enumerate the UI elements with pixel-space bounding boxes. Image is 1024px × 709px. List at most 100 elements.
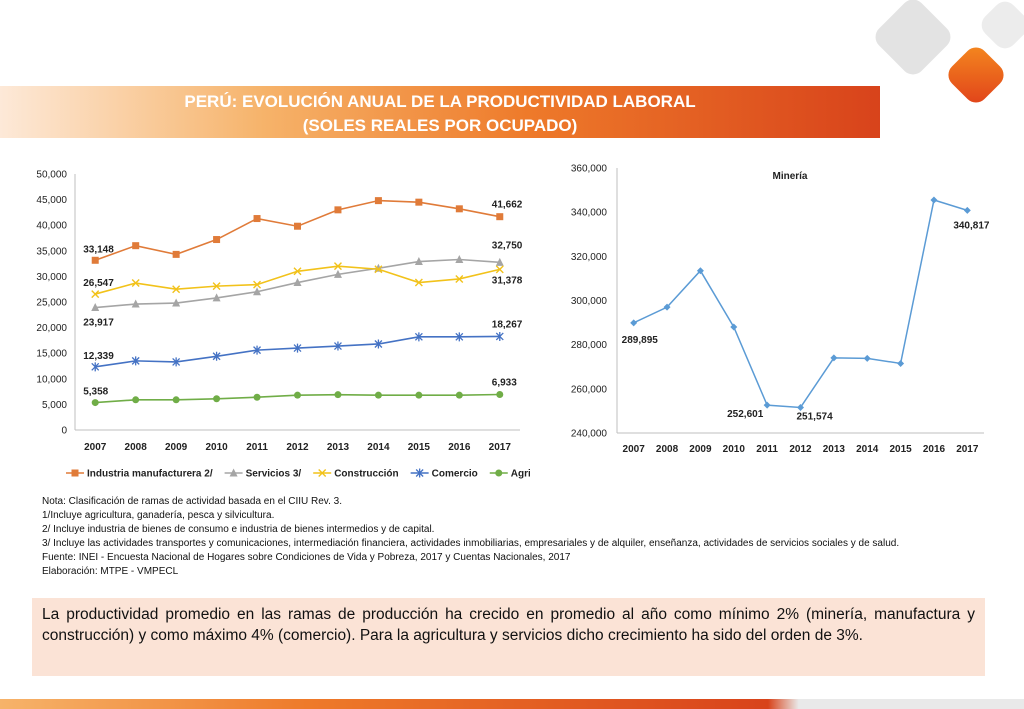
- data-label: 23,917: [83, 318, 114, 329]
- data-point: [293, 343, 302, 353]
- legend-marker: [229, 468, 238, 477]
- data-point: [91, 290, 100, 299]
- footnotes: Nota: Clasificación de ramas de activida…: [42, 495, 1002, 579]
- data-point: [414, 332, 423, 342]
- data-point: [172, 250, 180, 258]
- legend-item: Construcción: [313, 469, 399, 480]
- x-tick-label: 2009: [689, 444, 712, 455]
- data-point: [455, 255, 464, 264]
- data-label: 32,750: [492, 240, 523, 251]
- y-tick-label: 320,000: [571, 252, 608, 263]
- decorative-grey-diamond-small: [976, 0, 1024, 54]
- x-tick-label: 2008: [125, 442, 148, 453]
- data-point: [455, 391, 463, 399]
- data-point: [212, 282, 221, 291]
- sector-productivity-chart: 0 5,000 10,000 15,000 20,000 25,000 30,000 35,0…: [36, 170, 530, 480]
- y-tick-label: 340,000: [571, 208, 608, 219]
- y-tick-label: 25,000: [36, 298, 67, 309]
- legend-label: Comercio: [432, 469, 478, 480]
- data-label: 26,547: [83, 278, 114, 289]
- data-point: [172, 285, 181, 294]
- x-tick-label: 2010: [205, 442, 228, 453]
- x-tick-label: 2016: [448, 442, 471, 453]
- data-point: [131, 356, 140, 366]
- legend-marker: [415, 468, 424, 478]
- x-tick-label: 2010: [723, 444, 746, 455]
- x-tick-label: 2012: [286, 442, 309, 453]
- data-point: [91, 362, 100, 372]
- data-point: [374, 197, 382, 205]
- data-label: 289,895: [622, 335, 659, 346]
- data-point: [415, 198, 423, 206]
- y-tick-label: 20,000: [36, 323, 67, 334]
- data-point: [496, 391, 504, 399]
- data-point: [172, 357, 181, 367]
- y-tick-label: 260,000: [571, 384, 608, 395]
- y-tick-label: 40,000: [36, 221, 67, 232]
- x-tick-label: 2017: [956, 444, 979, 455]
- y-tick-label: 0: [61, 426, 67, 437]
- data-point: [132, 242, 140, 250]
- data-point: [172, 396, 180, 404]
- footnote: 1/Incluye agricultura, ganadería, pesca …: [42, 510, 275, 521]
- y-tick-label: 240,000: [571, 429, 608, 440]
- series-4: 5,358 6,933: [83, 378, 517, 407]
- data-point: [495, 257, 504, 266]
- data-point: [455, 274, 464, 283]
- y-tick-label: 300,000: [571, 296, 608, 307]
- data-point: [91, 256, 99, 264]
- data-point: [863, 354, 871, 362]
- data-point: [91, 399, 99, 407]
- legend-marker: [71, 469, 79, 477]
- data-point: [131, 279, 140, 288]
- data-point: [334, 206, 342, 214]
- legend: Industria manufacturera 2/Servicios 3/Co…: [66, 468, 530, 480]
- data-point: [253, 280, 262, 289]
- legend-label: Servicios 3/: [246, 469, 302, 480]
- data-point: [415, 391, 423, 399]
- data-point: [213, 236, 221, 244]
- data-point: [897, 359, 905, 367]
- x-tick-label: 2015: [408, 442, 431, 453]
- data-point: [293, 267, 302, 276]
- series-0: 33,148 41,662: [83, 197, 523, 264]
- x-tick-label: 2011: [246, 442, 268, 453]
- bottom-bar: [0, 699, 1024, 709]
- data-point: [496, 213, 504, 221]
- footnote: 3/ Incluye las actividades transportes y…: [42, 538, 900, 549]
- data-point: [294, 391, 301, 399]
- x-tick-label: 2014: [367, 442, 390, 453]
- x-tick-label: 2015: [889, 444, 912, 455]
- data-label: 31,378: [492, 275, 523, 286]
- series-line: [633, 199, 968, 409]
- legend-label: Agricultura 1/: [511, 469, 530, 480]
- x-tick-label: 2007: [84, 442, 107, 453]
- data-point: [495, 265, 504, 274]
- y-tick-label: 35,000: [36, 246, 67, 257]
- series-line: [94, 199, 500, 262]
- x-tick-label: 2017: [489, 442, 512, 453]
- legend-item: Industria manufacturera 2/: [66, 469, 213, 480]
- data-point: [963, 206, 971, 214]
- title-banner: PERÚ: EVOLUCIÓN ANUAL DE LA PRODUCTIVIDA…: [0, 86, 880, 138]
- footnote: Elaboración: MTPE - VMPECL: [42, 566, 179, 577]
- footnote: 2/ Incluye industria de bienes de consum…: [42, 524, 435, 535]
- y-tick-label: 50,000: [36, 170, 67, 181]
- x-tick-label: 2008: [656, 444, 679, 455]
- data-point: [333, 341, 342, 351]
- series-3: 12,339 18,267: [83, 319, 523, 372]
- data-point: [294, 222, 301, 230]
- y-tick-label: 360,000: [571, 164, 608, 175]
- data-point: [172, 298, 181, 307]
- data-point: [253, 345, 262, 355]
- y-tick-label: 45,000: [36, 195, 67, 206]
- legend-item: Servicios 3/: [224, 468, 302, 480]
- data-point: [213, 395, 221, 403]
- summary-text: La productividad promedio en las ramas d…: [42, 606, 975, 644]
- x-tick-label: 2007: [623, 444, 646, 455]
- data-point: [334, 391, 342, 399]
- summary-box: La productividad promedio en las ramas d…: [32, 598, 985, 676]
- data-point: [333, 269, 342, 278]
- page-title: PERÚ: EVOLUCIÓN ANUAL DE LA PRODUCTIVIDA…: [0, 86, 880, 138]
- data-label: 18,267: [492, 319, 523, 330]
